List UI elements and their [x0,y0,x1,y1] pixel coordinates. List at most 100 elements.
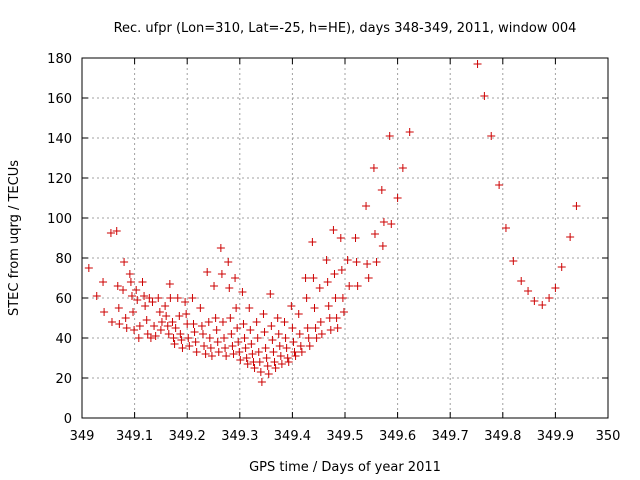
data-point [169,334,178,342]
data-point [212,326,221,334]
data-point [398,164,407,172]
data-point [107,318,116,326]
data-point [243,360,252,368]
data-point [257,378,266,386]
data-point [545,294,554,302]
data-point [296,342,305,350]
data-point [405,128,414,136]
y-tick-label: 80 [55,252,72,267]
data-point [385,132,394,140]
data-point [206,344,215,352]
data-point [156,326,165,334]
data-point [253,334,262,342]
data-point [329,226,338,234]
data-point [283,354,292,362]
data-point [281,334,290,342]
y-tick-label: 180 [47,52,72,67]
data-point [189,320,198,328]
data-point [210,282,219,290]
x-tick-label: 349.3 [221,429,258,444]
data-point [133,296,142,304]
data-point [333,324,342,332]
data-point [165,280,174,288]
data-point [170,340,179,348]
data-point [216,244,225,252]
data-point [190,328,199,336]
data-point [239,320,248,328]
data-point [495,181,504,189]
data-point [242,354,251,362]
data-point [120,258,129,266]
x-tick-label: 349.7 [432,429,469,444]
x-tick-label: 350 [596,429,621,444]
data-point [501,224,510,232]
x-tick-label: 349.9 [537,429,574,444]
data-point [232,304,241,312]
data-point [280,318,289,326]
data-point [273,314,282,322]
data-point [379,218,388,226]
data-point [268,336,277,344]
data-point [322,256,331,264]
data-point [557,263,566,271]
data-point [362,202,371,210]
data-point [140,292,149,300]
data-point [201,350,210,358]
data-point [332,314,341,322]
data-point [198,330,207,338]
data-point [134,334,143,342]
y-tick-label: 0 [64,412,72,427]
data-point [115,320,124,328]
data-point [284,358,293,366]
data-point [517,277,526,285]
data-point [256,368,265,376]
data-point [240,334,249,342]
data-point [393,194,402,202]
data-point [363,260,372,268]
data-point [182,310,191,318]
y-tick-label: 140 [47,132,72,147]
data-point [316,318,325,326]
data-point [226,314,235,322]
data-point [221,344,230,352]
data-point [141,302,150,310]
x-tick-label: 349.4 [274,429,311,444]
data-point [370,230,379,238]
data-point [222,352,231,360]
data-point [236,356,245,364]
data-point [290,348,299,356]
axis-ticks [81,57,609,419]
data-point [92,292,101,300]
data-point [352,258,361,266]
data-point [150,322,159,330]
data-point [295,330,304,338]
data-point [173,294,182,302]
data-point [336,234,345,242]
data-point [282,344,291,352]
data-point [248,350,257,358]
data-point [264,370,273,378]
y-tick-label: 100 [47,212,72,227]
data-points [84,60,581,386]
data-point [234,338,243,346]
data-point [343,256,352,264]
data-point [487,132,496,140]
data-point [84,264,93,272]
data-point [164,330,173,338]
data-point [325,314,334,322]
data-point [225,284,234,292]
data-point [302,294,311,302]
y-axis-label: STEC from uqrg / TECUs [7,160,22,316]
data-point [228,342,237,350]
data-point [121,314,130,322]
data-point [138,278,147,286]
data-point [288,324,297,332]
data-point [369,164,378,172]
data-point [192,348,201,356]
data-point [308,238,317,246]
data-point [317,330,326,338]
data-point [185,342,194,350]
data-point [338,294,347,302]
data-point [213,338,222,346]
data-point [188,294,197,302]
